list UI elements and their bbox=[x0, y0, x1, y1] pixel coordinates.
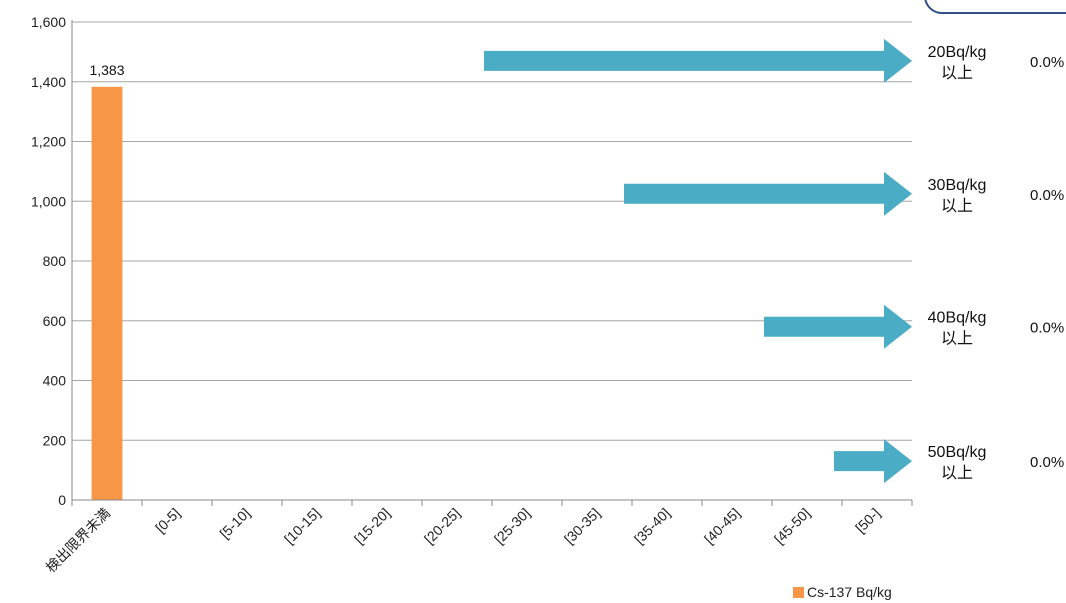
threshold-label: 50Bq/kg bbox=[928, 444, 987, 461]
x-tick-label: [15-20] bbox=[351, 505, 393, 547]
x-tick-label: [45-50] bbox=[771, 505, 813, 547]
x-tick-label: [5-10] bbox=[216, 505, 253, 542]
y-tick-label: 200 bbox=[43, 432, 67, 448]
threshold-arrow bbox=[484, 38, 912, 83]
x-axis: 検出限界未満 [0-5] [5-10] [10-15] [15-20] [20-25] [2… bbox=[42, 499, 913, 576]
threshold-label: 30Bq/kg bbox=[928, 177, 987, 194]
grid-lines bbox=[72, 21, 912, 441]
threshold-percent: 0.0% bbox=[1030, 320, 1064, 337]
bars: 1,383 bbox=[89, 62, 125, 501]
threshold-sublabel: 以上 bbox=[941, 330, 973, 348]
threshold-label: 40Bq/kg bbox=[928, 310, 987, 327]
y-tick-label: 1,600 bbox=[31, 14, 66, 30]
threshold-percent: 0.0% bbox=[1030, 187, 1064, 204]
legend: Cs-137 Bq/kg bbox=[793, 584, 892, 600]
x-tick-label: [20-25] bbox=[421, 505, 463, 547]
threshold-percent: 0.0% bbox=[1030, 54, 1064, 71]
y-axis: 0 200 400 600 800 1,000 1,200 1,400 1,600 bbox=[31, 14, 73, 508]
threshold-arrow bbox=[834, 439, 912, 484]
annotations: 20Bq/kg 以上 0.0% 30Bq/kg 以上 0.0% 40Bq/kg 以上 0.0% 5… bbox=[484, 38, 1064, 484]
y-tick-label: 0 bbox=[58, 492, 66, 508]
y-tick-label: 1,400 bbox=[31, 74, 66, 90]
y-tick-label: 400 bbox=[43, 373, 67, 389]
y-tick-label: 1,200 bbox=[31, 134, 66, 150]
threshold-label: 20Bq/kg bbox=[928, 44, 987, 61]
x-tick-label: [30-35] bbox=[561, 505, 603, 547]
threshold-sublabel: 以上 bbox=[941, 197, 973, 215]
x-tick-label: [40-45] bbox=[701, 505, 743, 547]
data-label: 1,383 bbox=[89, 62, 124, 78]
threshold-sublabel: 以上 bbox=[941, 464, 973, 482]
threshold-sublabel: 以上 bbox=[941, 64, 973, 82]
bar bbox=[91, 86, 123, 501]
threshold-arrow bbox=[624, 171, 912, 216]
x-tick-label: [35-40] bbox=[631, 505, 673, 547]
x-tick-label: [50-] bbox=[852, 505, 883, 536]
x-tick-label: [25-30] bbox=[491, 505, 533, 547]
threshold-percent: 0.0% bbox=[1030, 454, 1064, 471]
y-tick-label: 800 bbox=[43, 253, 67, 269]
x-tick-label: [0-5] bbox=[152, 505, 183, 536]
legend-label: Cs-137 Bq/kg bbox=[807, 584, 892, 600]
y-tick-label: 1,000 bbox=[31, 193, 66, 209]
legend-swatch bbox=[793, 587, 804, 598]
x-tick-label: 検出限界未満 bbox=[42, 505, 113, 576]
threshold-arrow bbox=[764, 304, 912, 349]
y-tick-label: 600 bbox=[43, 313, 67, 329]
x-tick-label: [10-15] bbox=[281, 505, 323, 547]
